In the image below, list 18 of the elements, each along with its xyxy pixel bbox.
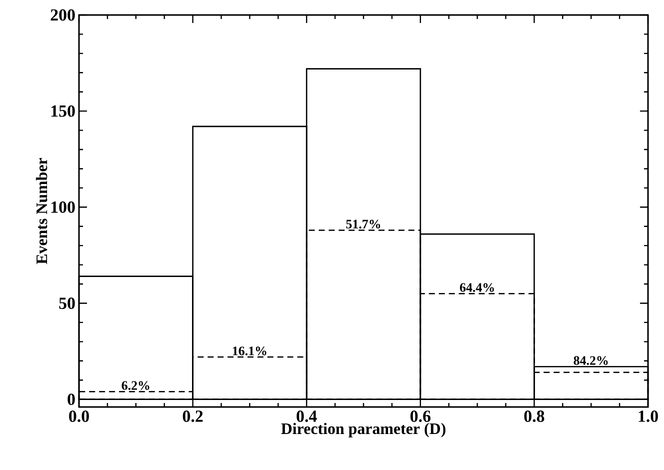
y-axis-title: Events Number — [36, 158, 48, 264]
y-tick-label: 200 — [50, 9, 75, 21]
annotation: 51.7% — [346, 220, 380, 229]
annotation: 84.2% — [574, 356, 608, 365]
annotation: 64.4% — [460, 283, 494, 292]
y-tick-label: 100 — [51, 201, 75, 213]
annotation: 16.1% — [232, 346, 266, 356]
x-tick-label: 0.0 — [69, 410, 89, 422]
x-tick-label: 0.2 — [182, 410, 203, 422]
y-tick-label: 0 — [68, 394, 75, 406]
x-tick-label: 0.6 — [410, 410, 430, 422]
x-tick-label: 0.4 — [296, 410, 317, 422]
x-axis-title: Direction parameter (D) — [281, 422, 446, 438]
x-tick-label: 0.8 — [524, 410, 544, 422]
annotation: 6.2% — [122, 381, 150, 390]
x-tick-label: 1.0 — [638, 410, 658, 422]
y-tick-label: 50 — [59, 298, 75, 309]
y-tick-label: 150 — [51, 105, 75, 117]
